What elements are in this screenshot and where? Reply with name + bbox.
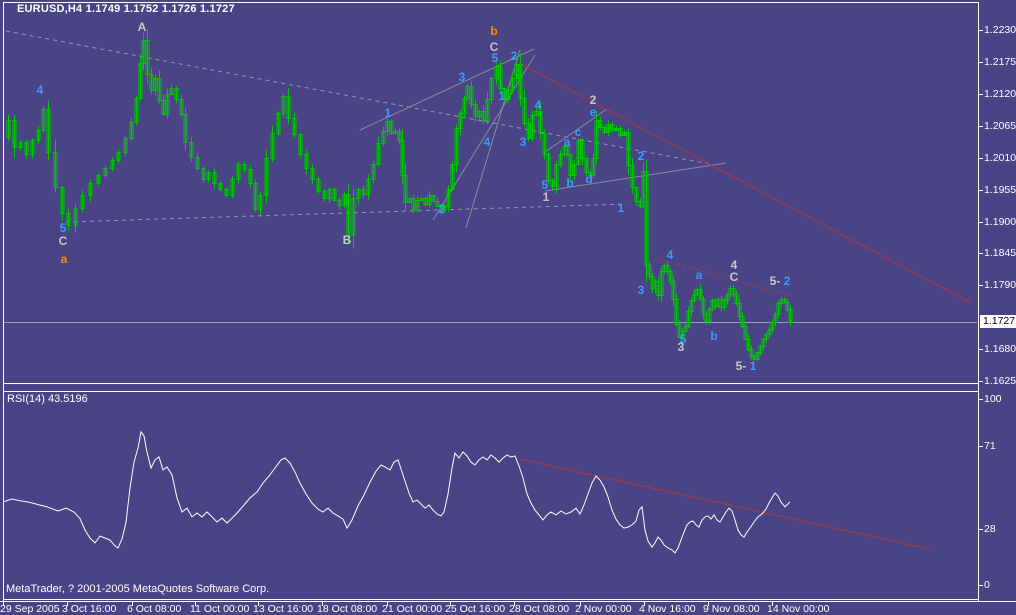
candlestick-series	[6, 28, 793, 362]
time-axis-label: 29 Sep 2005	[0, 603, 60, 615]
wave-label: 1	[498, 89, 506, 103]
rsi-axis-label: 28	[984, 523, 996, 535]
price-axis-label: 1.1955	[984, 184, 1016, 196]
time-axis-label: 25 Oct 16:00	[445, 603, 506, 615]
time-axis-label: 18 Oct 08:00	[317, 603, 378, 615]
price-axis-label: 1.2120	[984, 88, 1016, 100]
trendlines	[5, 30, 972, 304]
time-axis-line	[0, 601, 1016, 602]
wave-label: c	[574, 125, 582, 139]
wave-label: 1	[542, 190, 550, 204]
wave-label: C	[489, 40, 499, 54]
wave-label: a	[60, 252, 68, 266]
current-price-badge: 1.1727	[980, 315, 1016, 328]
wave-label: b	[566, 176, 574, 190]
time-axis-label: 2 Nov 00:00	[575, 603, 632, 615]
wave-label: B	[342, 233, 352, 247]
wave-label: C	[729, 270, 739, 284]
price-axis-label: 1.1625	[984, 375, 1016, 387]
copyright-text: MetaTrader, ? 2001-2005 MetaQuotes Softw…	[6, 583, 270, 595]
price-axis-label: 1.2010	[984, 152, 1016, 164]
time-axis-label: 28 Oct 08:00	[509, 603, 570, 615]
wave-label: 1	[384, 106, 392, 120]
wave-label: 1	[749, 359, 757, 373]
time-axis-label: 14 Nov 00:00	[767, 603, 830, 615]
rsi-axis-label: 71	[984, 440, 996, 452]
wave-label: C	[58, 234, 68, 248]
wave-label: 2	[783, 274, 791, 288]
wave-label: 5	[679, 332, 687, 346]
wave-label: A	[137, 20, 147, 34]
wave-label: 2	[510, 49, 518, 63]
rsi-indicator-label: RSI(14) 43.5196	[7, 393, 88, 405]
wave-label: 4	[666, 248, 674, 262]
wave-label: 4	[36, 83, 44, 97]
price-axis-label: 1.1900	[984, 216, 1016, 228]
time-axis-label: 21 Oct 00:00	[382, 603, 443, 615]
rsi-axis-label: 0	[984, 579, 990, 591]
wave-label: 2	[438, 202, 446, 216]
left-border	[3, 2, 4, 601]
rsi-layer	[4, 430, 931, 554]
chart-title: EURUSD,H4 1.1749 1.1752 1.1726 1.1727	[17, 3, 235, 15]
time-axis-label: 13 Oct 16:00	[253, 603, 314, 615]
axis-ticks	[3, 30, 983, 606]
current-price-value: 1.1727	[983, 315, 1016, 327]
price-axis-label: 1.1790	[984, 279, 1016, 291]
price-axis-label: 1.2175	[984, 56, 1016, 68]
rsi-axis-label: 100	[984, 393, 1002, 405]
wave-label: a	[695, 268, 703, 282]
wave-label: 2	[637, 149, 645, 163]
wave-label: 5	[59, 221, 67, 235]
wave-label: 5-	[769, 274, 781, 288]
wave-label: 3	[458, 70, 466, 84]
wave-label: a	[563, 135, 571, 149]
wave-label: 4	[534, 98, 542, 112]
time-axis-label: 6 Oct 08:00	[127, 603, 182, 615]
wave-label: 5-	[735, 359, 747, 373]
wave-label: b	[490, 24, 498, 38]
wave-label: b	[710, 329, 718, 343]
price-chart-layer	[4, 28, 977, 362]
wave-label: d	[585, 172, 593, 186]
price-axis-label: 1.2065	[984, 120, 1016, 132]
wave-label: 4	[730, 258, 738, 272]
price-axis-label: 1.1680	[984, 343, 1016, 355]
wave-label: 1	[617, 201, 625, 215]
time-axis-label: 4 Nov 16:00	[639, 603, 696, 615]
wave-label: 3	[677, 340, 685, 354]
wave-label: 3	[519, 135, 527, 149]
wave-label: 4	[483, 135, 491, 149]
wave-label: 2	[589, 93, 597, 107]
price-axis-label: 1.2230	[984, 24, 1016, 36]
wave-label: 5	[541, 178, 549, 192]
time-axis-label: 3 Oct 16:00	[62, 603, 117, 615]
price-axis-label: 1.1845	[984, 247, 1016, 259]
wave-label: 3	[637, 283, 645, 297]
time-axis-label: 11 Oct 00:00	[190, 603, 250, 615]
wave-label: 5	[491, 51, 499, 65]
time-axis-label: 9 Nov 08:00	[703, 603, 760, 615]
wave-label: e	[589, 105, 597, 119]
right-border	[978, 2, 979, 601]
